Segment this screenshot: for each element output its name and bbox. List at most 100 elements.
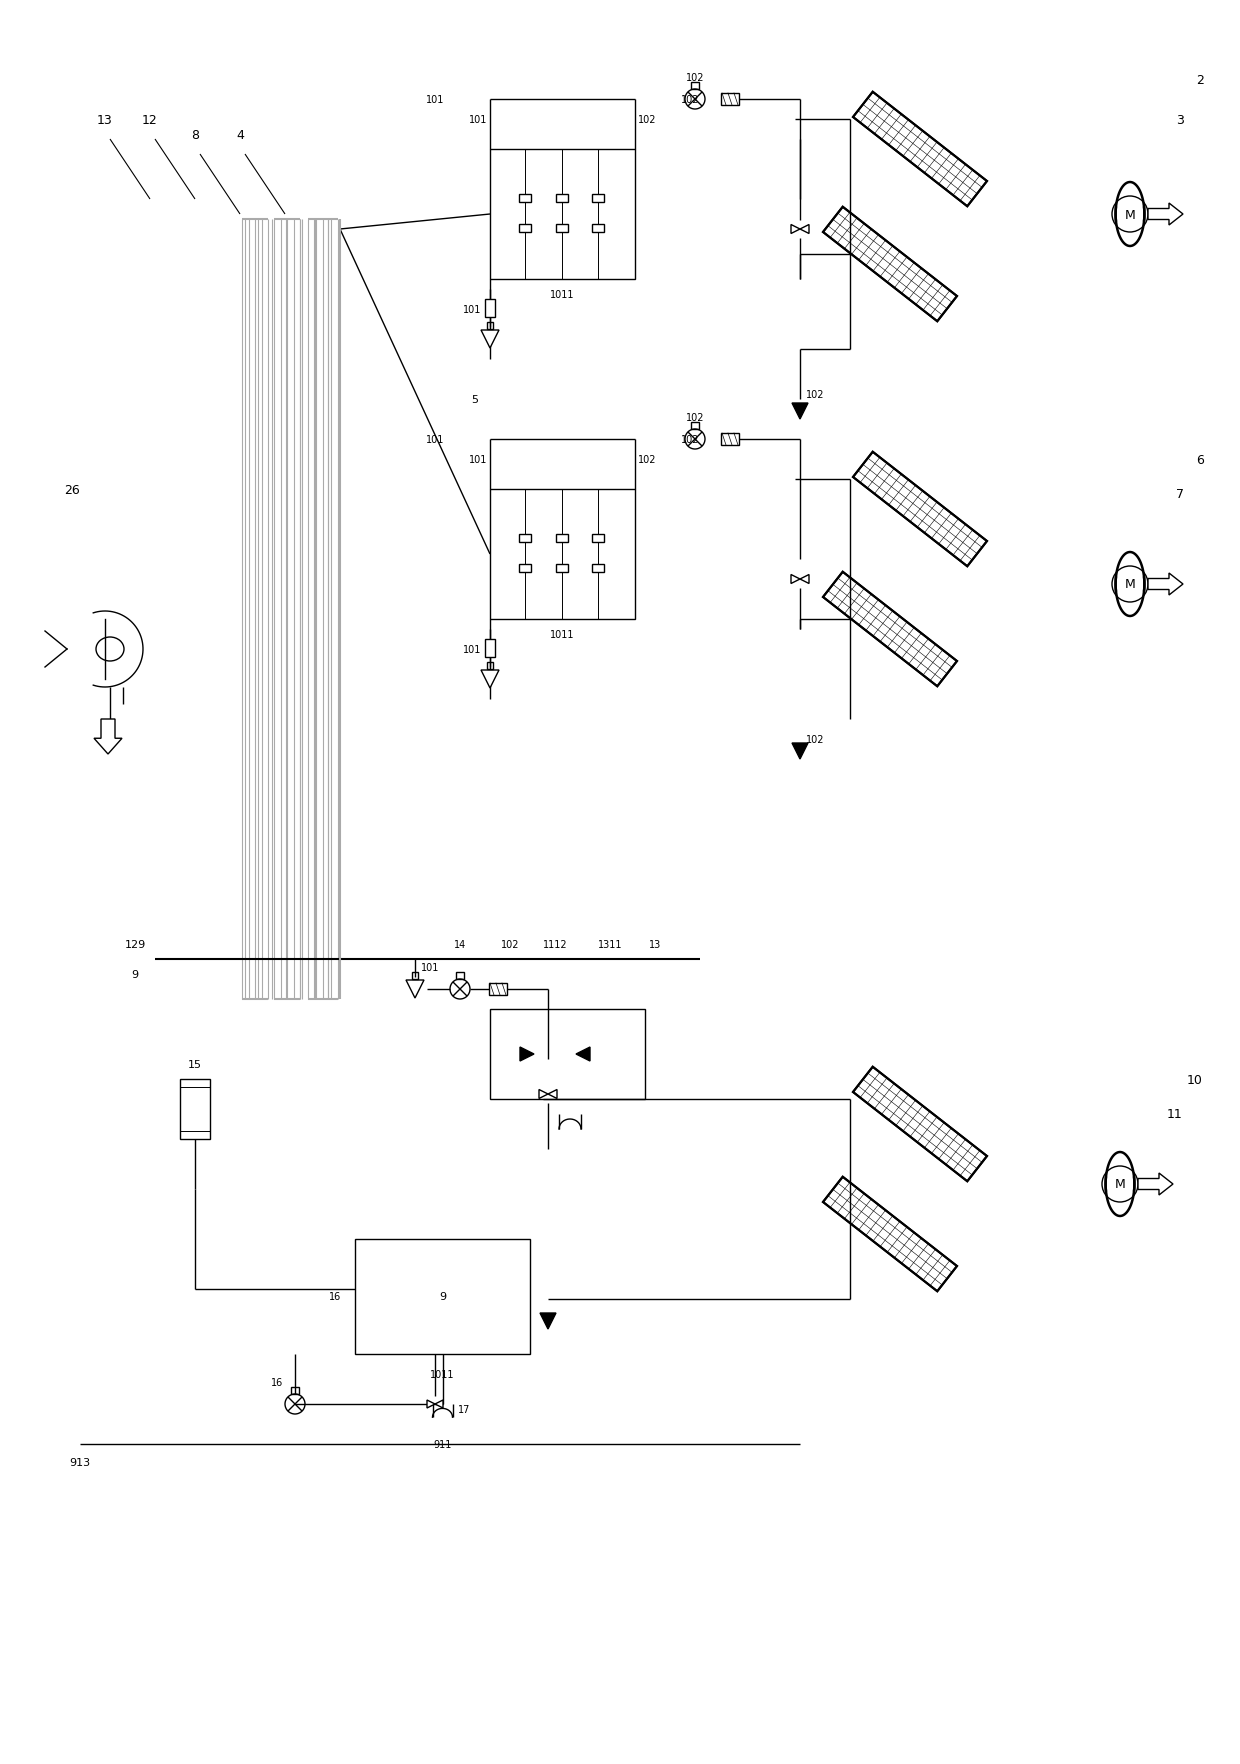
Polygon shape [1148, 205, 1183, 226]
Bar [720, 434, 739, 446]
Bar [853, 93, 987, 206]
Polygon shape [539, 1090, 548, 1099]
Text: 1112: 1112 [543, 940, 568, 949]
Text: 5: 5 [471, 395, 479, 404]
Bar [291, 1387, 299, 1394]
Text: 102: 102 [806, 390, 825, 400]
Bar [853, 1067, 987, 1182]
Bar [823, 1177, 957, 1291]
Text: 16: 16 [329, 1291, 341, 1302]
Polygon shape [481, 332, 498, 349]
Text: 16: 16 [270, 1378, 283, 1387]
Bar [456, 972, 464, 979]
Text: 102: 102 [686, 72, 704, 83]
Polygon shape [791, 226, 800, 235]
Text: 102: 102 [501, 940, 520, 949]
Bar [520, 224, 531, 233]
Text: 26: 26 [64, 483, 79, 496]
Text: 129: 129 [124, 940, 145, 949]
Text: 102: 102 [686, 413, 704, 423]
Bar [591, 224, 604, 233]
Text: 913: 913 [69, 1457, 91, 1468]
Bar [591, 194, 604, 203]
Bar [853, 1067, 987, 1182]
Bar [591, 534, 604, 543]
Text: 101: 101 [469, 455, 487, 464]
Text: 1011: 1011 [551, 630, 575, 640]
Text: 3: 3 [1176, 113, 1184, 127]
Text: 102: 102 [637, 115, 656, 125]
Text: 101: 101 [425, 95, 444, 104]
Text: 101: 101 [463, 305, 481, 314]
Text: 911: 911 [433, 1439, 451, 1450]
Text: 9: 9 [131, 970, 139, 979]
Bar [412, 972, 418, 979]
Bar [489, 984, 507, 995]
Text: 9: 9 [439, 1291, 446, 1302]
Text: 10: 10 [1187, 1073, 1203, 1087]
Text: 15: 15 [188, 1060, 202, 1069]
Text: M: M [1125, 579, 1136, 591]
Bar [556, 194, 568, 203]
Text: 17: 17 [459, 1404, 471, 1415]
Text: 102: 102 [681, 95, 699, 104]
Text: 8: 8 [191, 129, 198, 141]
Text: 101: 101 [425, 434, 444, 445]
Bar [556, 534, 568, 543]
Polygon shape [1148, 573, 1183, 596]
Text: 102: 102 [637, 455, 656, 464]
Text: 11: 11 [1167, 1108, 1183, 1120]
Polygon shape [427, 1401, 435, 1408]
Bar [355, 1240, 529, 1355]
Bar [520, 194, 531, 203]
Bar [556, 564, 568, 573]
Bar [823, 1177, 957, 1291]
Polygon shape [800, 575, 808, 584]
Bar [487, 663, 494, 670]
Text: 7: 7 [1176, 489, 1184, 501]
Bar [823, 573, 957, 686]
Bar [691, 423, 699, 430]
Text: 14: 14 [454, 940, 466, 949]
Text: 101: 101 [420, 963, 439, 972]
Text: M: M [1115, 1178, 1126, 1191]
Text: 2: 2 [1197, 74, 1204, 86]
Text: 12: 12 [143, 113, 157, 127]
Bar [823, 208, 957, 323]
Text: 6: 6 [1197, 453, 1204, 466]
Polygon shape [577, 1048, 590, 1062]
Text: 1311: 1311 [598, 940, 622, 949]
Bar [556, 224, 568, 233]
Polygon shape [539, 1312, 556, 1330]
Polygon shape [94, 720, 122, 755]
Bar [487, 323, 494, 330]
Bar [691, 83, 699, 90]
Bar [485, 300, 495, 318]
Bar [823, 573, 957, 686]
Bar [720, 93, 739, 106]
Polygon shape [792, 404, 808, 420]
Bar [520, 564, 531, 573]
Bar [490, 490, 635, 619]
Polygon shape [405, 981, 424, 998]
Text: 1011: 1011 [430, 1369, 455, 1379]
Polygon shape [435, 1401, 443, 1408]
Text: M: M [1125, 208, 1136, 220]
Polygon shape [481, 670, 498, 688]
Bar [823, 208, 957, 323]
Bar [180, 1080, 210, 1140]
Polygon shape [792, 744, 808, 760]
Bar [490, 150, 635, 280]
Bar [520, 534, 531, 543]
Bar [853, 93, 987, 206]
Polygon shape [548, 1090, 557, 1099]
Text: 13: 13 [649, 940, 661, 949]
Text: 101: 101 [469, 115, 487, 125]
Polygon shape [520, 1048, 534, 1062]
Text: 102: 102 [681, 434, 699, 445]
Text: 101: 101 [463, 644, 481, 654]
Bar [853, 453, 987, 566]
Text: 1011: 1011 [551, 289, 575, 300]
Bar [853, 453, 987, 566]
Bar [490, 1009, 645, 1099]
